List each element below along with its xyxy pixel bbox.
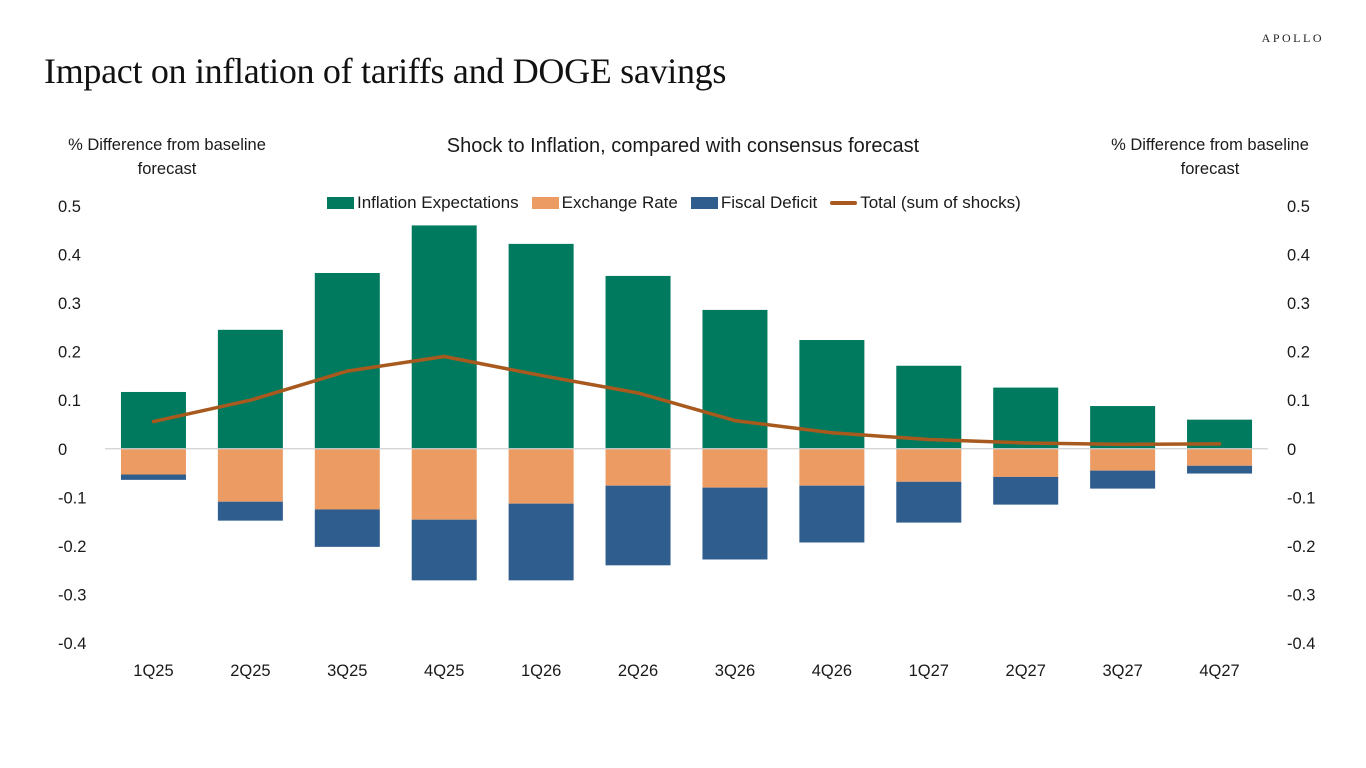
bar-inflation-expectations-1q26 — [508, 243, 574, 449]
y-tick-label-right: -0.2 — [1287, 538, 1315, 556]
bar-inflation-expectations-1q27 — [896, 365, 962, 449]
legend-swatch-total — [830, 201, 858, 205]
y-axis-title-right: % Difference from baseline forecast — [1111, 136, 1309, 178]
chart-title: Shock to Inflation, compared with consen… — [446, 135, 920, 157]
legend-item-fiscal-deficit: Fiscal Deficit — [690, 193, 818, 213]
brand-logo: APOLLO — [1261, 31, 1324, 45]
x-tick-label: 4Q27 — [1199, 662, 1239, 680]
y-tick-label-right: 0.4 — [1287, 247, 1310, 265]
bar-fiscal-deficit-1q26 — [508, 503, 574, 581]
bar-exchange-rate-2q27 — [993, 448, 1059, 477]
bar-inflation-expectations-2q25 — [217, 329, 283, 449]
bar-series-group — [120, 225, 1253, 581]
y-tick-label-left: 0.4 — [58, 247, 81, 265]
y-tick-label-left: 0.3 — [58, 295, 81, 313]
bar-exchange-rate-3q27 — [1090, 448, 1156, 471]
legend-label-fiscal-deficit: Fiscal Deficit — [720, 193, 818, 212]
bar-exchange-rate-3q25 — [314, 448, 380, 510]
y-tick-label-left: 0 — [58, 441, 67, 459]
x-tick-label: 3Q27 — [1102, 662, 1142, 680]
y-axis-left: 0.5 0.4 0.3 0.2 0.1 0 -0.1 -0.2 -0.3 -0.4 — [58, 198, 86, 653]
legend-label-exchange-rate: Exchange Rate — [561, 193, 678, 212]
legend-item-total: Total (sum of shocks) — [830, 193, 1021, 213]
x-tick-label: 2Q27 — [1006, 662, 1046, 680]
x-tick-label: 1Q27 — [909, 662, 949, 680]
legend-swatch-exchange-rate — [531, 197, 559, 209]
y-tick-label-right: -0.3 — [1287, 586, 1315, 604]
chart-legend: Inflation Expectations Exchange Rate Fis… — [327, 193, 1034, 213]
y-tick-label-right: 0.5 — [1287, 198, 1310, 216]
bar-fiscal-deficit-3q27 — [1090, 470, 1156, 489]
bar-inflation-expectations-2q26 — [605, 275, 671, 449]
bar-exchange-rate-3q26 — [702, 448, 768, 488]
bar-exchange-rate-4q25 — [411, 448, 477, 520]
y-tick-label-right: 0.3 — [1287, 295, 1310, 313]
bar-fiscal-deficit-2q25 — [217, 501, 283, 521]
legend-item-inflation-expectations: Inflation Expectations — [327, 193, 519, 213]
x-tick-label: 3Q26 — [715, 662, 755, 680]
line-total-sum-of-shocks — [151, 354, 1222, 447]
legend-label-inflation-expectations: Inflation Expectations — [357, 193, 519, 212]
x-tick-label: 1Q25 — [133, 662, 173, 680]
y-tick-label-left: -0.1 — [58, 489, 86, 507]
x-tick-label: 4Q25 — [424, 662, 464, 680]
legend-swatch-inflation-expectations — [327, 197, 354, 209]
y-tick-label-left: -0.2 — [58, 538, 86, 556]
y-tick-label-right: 0 — [1287, 441, 1296, 459]
bar-fiscal-deficit-1q27 — [896, 481, 962, 523]
bar-exchange-rate-1q25 — [120, 448, 186, 475]
bar-fiscal-deficit-3q25 — [314, 509, 380, 547]
bar-inflation-expectations-2q27 — [993, 387, 1059, 449]
bar-exchange-rate-4q26 — [799, 448, 865, 486]
x-tick-label: 3Q25 — [327, 662, 367, 680]
y-tick-label-right: 0.1 — [1287, 392, 1310, 410]
legend-item-exchange-rate: Exchange Rate — [531, 193, 678, 213]
x-tick-label: 2Q25 — [230, 662, 270, 680]
bar-fiscal-deficit-2q27 — [993, 476, 1059, 505]
legend-swatch-fiscal-deficit — [690, 197, 718, 209]
bar-inflation-expectations-3q26 — [702, 309, 768, 449]
bar-exchange-rate-2q25 — [217, 448, 283, 502]
bar-inflation-expectations-3q27 — [1090, 406, 1156, 449]
bar-fiscal-deficit-1q25 — [120, 474, 186, 480]
bar-fiscal-deficit-2q26 — [605, 485, 671, 566]
bar-fiscal-deficit-4q27 — [1187, 465, 1253, 474]
y-tick-label-left: 0.2 — [58, 344, 81, 362]
y-tick-label-left: -0.3 — [58, 586, 86, 604]
page-title: Impact on inflation of tariffs and DOGE … — [44, 51, 727, 91]
bar-exchange-rate-1q26 — [508, 448, 574, 504]
bar-exchange-rate-2q26 — [605, 448, 671, 486]
legend-label-total: Total (sum of shocks) — [860, 193, 1021, 212]
bar-fiscal-deficit-3q26 — [702, 487, 768, 560]
y-tick-label-left: 0.5 — [58, 198, 81, 216]
x-tick-label: 1Q26 — [521, 662, 561, 680]
bar-exchange-rate-1q27 — [896, 448, 962, 482]
bar-fiscal-deficit-4q26 — [799, 485, 865, 543]
y-tick-label-right: 0.2 — [1287, 344, 1310, 362]
y-tick-label-left: 0.1 — [58, 392, 81, 410]
x-axis: 1Q25 2Q25 3Q25 4Q25 1Q26 2Q26 3Q26 4Q26 1Q27 2Q27… — [133, 662, 1239, 680]
y-axis-title-left: % Difference from baseline forecast — [68, 136, 266, 178]
total-line-group — [151, 354, 1222, 447]
x-tick-label: 4Q26 — [812, 662, 852, 680]
y-tick-label-right: -0.4 — [1287, 635, 1315, 653]
x-tick-label: 2Q26 — [618, 662, 658, 680]
y-axis-right: 0.5 0.4 0.3 0.2 0.1 0 -0.1 -0.2 -0.3 -0.4 — [1287, 198, 1315, 653]
bar-inflation-expectations-3q25 — [314, 273, 380, 449]
y-tick-label-left: -0.4 — [58, 635, 86, 653]
bar-fiscal-deficit-4q25 — [411, 519, 477, 581]
y-tick-label-right: -0.1 — [1287, 489, 1315, 507]
bar-inflation-expectations-4q25 — [411, 225, 477, 449]
bar-exchange-rate-4q27 — [1187, 448, 1253, 466]
